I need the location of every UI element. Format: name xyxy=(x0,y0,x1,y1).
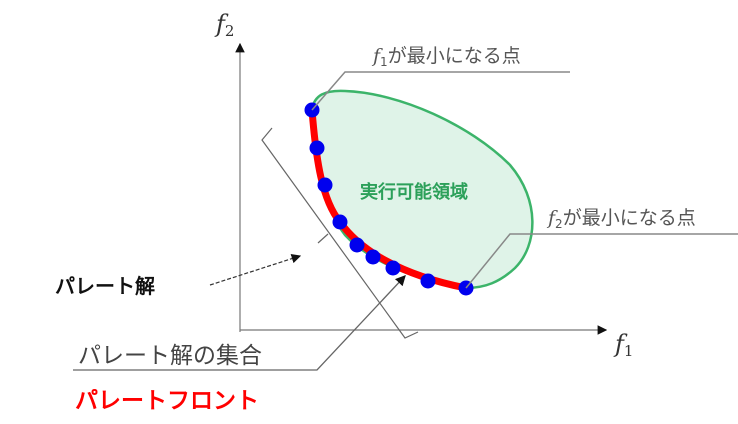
pareto-set-leader xyxy=(73,275,406,371)
f2-min-leader xyxy=(465,233,738,289)
pareto-point xyxy=(317,177,333,193)
bracket-tick xyxy=(317,233,329,244)
f1-min-leader xyxy=(311,71,570,111)
pareto-front-label: パレートフロント xyxy=(75,388,259,414)
pareto-point xyxy=(385,260,401,276)
pareto-point xyxy=(420,273,436,289)
pareto-point xyxy=(365,249,381,265)
f1-min-label: f1が最小になる点 xyxy=(371,45,521,69)
feasible-region xyxy=(310,89,534,290)
pareto-solution-arrow xyxy=(209,254,302,286)
feasible-region-label: 実行可能領域 xyxy=(360,181,468,203)
x-axis-label: f1 xyxy=(613,330,633,360)
pareto-point xyxy=(309,140,325,156)
f2-min-label: f2が最小になる点 xyxy=(546,207,696,231)
pareto-point xyxy=(332,214,348,230)
pareto-bracket xyxy=(261,127,419,339)
y-axis-label: f2 xyxy=(214,10,234,40)
pareto-set-label: パレート解の集合 xyxy=(78,343,262,369)
pareto-point xyxy=(349,237,365,253)
pareto-solution-label: パレート解 xyxy=(55,274,155,298)
